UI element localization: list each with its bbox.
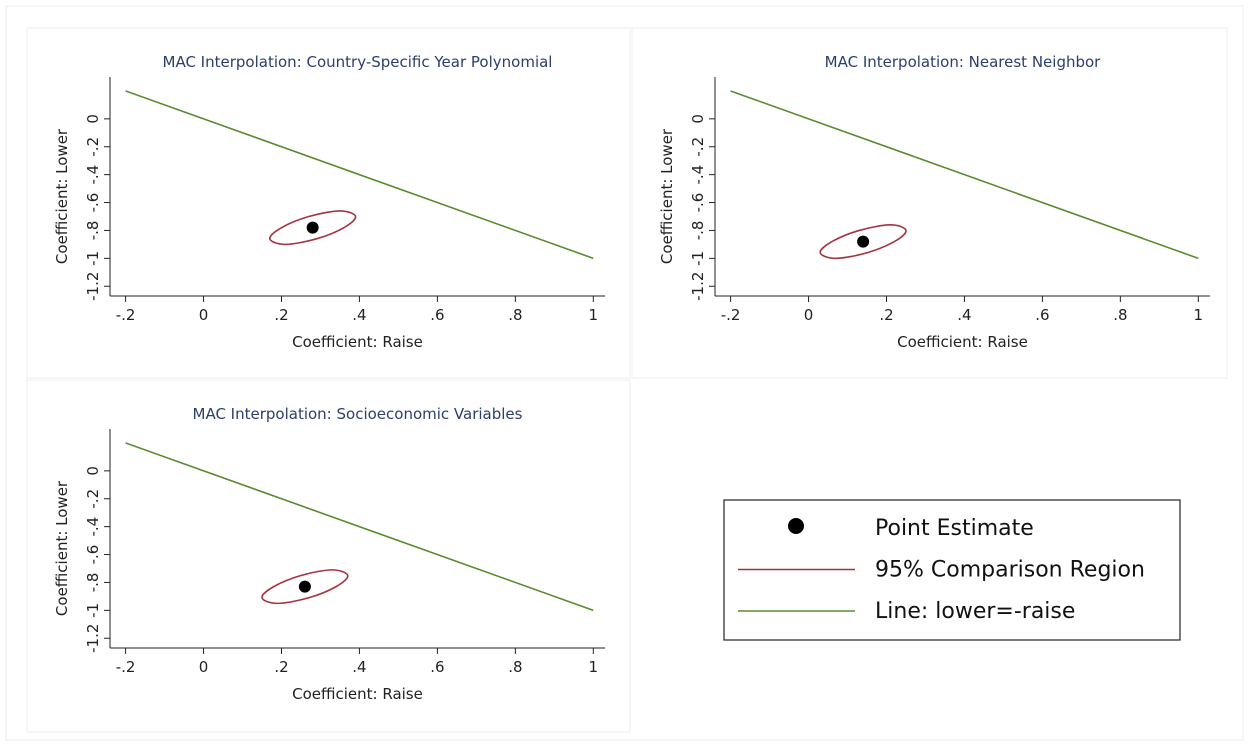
x-tick-label: .4 <box>957 306 971 324</box>
x-tick-label: 0 <box>804 306 814 324</box>
x-tick-label: .2 <box>274 306 288 324</box>
x-tick-label: -.2 <box>116 658 136 676</box>
y-tick-label: -.2 <box>689 137 707 157</box>
chart-title: MAC Interpolation: Socioeconomic Variabl… <box>193 405 523 423</box>
chart-title: MAC Interpolation: Nearest Neighbor <box>825 53 1102 71</box>
x-tick-label: .4 <box>352 658 366 676</box>
panel-frame <box>631 27 1228 379</box>
x-tick-label: .8 <box>508 658 522 676</box>
panel-frame <box>26 27 631 379</box>
x-tick-label: .6 <box>1035 306 1049 324</box>
x-tick-label: .2 <box>879 306 893 324</box>
x-tick-label: .4 <box>352 306 366 324</box>
y-tick-label: -.6 <box>689 193 707 213</box>
y-tick-label: -.4 <box>84 165 102 185</box>
x-axis-label: Coefficient: Raise <box>292 333 423 351</box>
point-estimate <box>857 235 870 248</box>
y-tick-label: -1 <box>689 251 707 266</box>
y-tick-label: -.6 <box>84 545 102 565</box>
y-tick-label: -1 <box>84 603 102 618</box>
reference-line <box>730 90 1199 260</box>
x-tick-label: 1 <box>589 658 599 676</box>
y-tick-label: 0 <box>689 114 707 124</box>
x-tick-label: .2 <box>274 658 288 676</box>
comparison-region <box>261 569 349 605</box>
legend-label: Point Estimate <box>875 516 1034 541</box>
y-tick-label: -.4 <box>689 165 707 185</box>
reference-line <box>125 442 594 612</box>
y-tick-label: 0 <box>84 114 102 124</box>
y-tick-label: -.8 <box>689 221 707 241</box>
y-tick-label: -.2 <box>84 137 102 157</box>
x-tick-label: 1 <box>1194 306 1204 324</box>
x-tick-label: .6 <box>430 306 444 324</box>
y-tick-label: -.4 <box>84 517 102 537</box>
y-tick-label: 0 <box>84 466 102 476</box>
x-axis-label: Coefficient: Raise <box>897 333 1028 351</box>
x-axis-label: Coefficient: Raise <box>292 685 423 703</box>
chart-title: MAC Interpolation: Country-Specific Year… <box>163 53 553 71</box>
point-estimate <box>298 580 311 593</box>
y-axis-label: Coefficient: Lower <box>53 480 71 616</box>
y-tick-label: -.2 <box>84 489 102 509</box>
x-tick-label: -.2 <box>721 306 741 324</box>
x-tick-label: -.2 <box>116 306 136 324</box>
y-tick-label: -.8 <box>84 221 102 241</box>
point-estimate <box>306 221 319 234</box>
legend-label: Line: lower=-raise <box>875 599 1075 624</box>
x-tick-label: 0 <box>199 658 209 676</box>
y-tick-label: -1 <box>84 251 102 266</box>
legend-label: 95% Comparison Region <box>875 558 1145 583</box>
y-tick-label: -1.2 <box>84 624 102 653</box>
y-tick-label: -.8 <box>84 573 102 593</box>
panel-frame <box>26 379 631 733</box>
x-tick-label: 0 <box>199 306 209 324</box>
x-tick-label: 1 <box>589 306 599 324</box>
x-tick-label: .8 <box>508 306 522 324</box>
comparison-region <box>269 210 357 246</box>
comparison-region <box>819 224 907 260</box>
y-tick-label: -1.2 <box>689 272 707 301</box>
y-tick-label: -1.2 <box>84 272 102 301</box>
x-tick-label: .6 <box>430 658 444 676</box>
y-tick-label: -.6 <box>84 193 102 213</box>
reference-line <box>125 90 594 260</box>
y-axis-label: Coefficient: Lower <box>53 128 71 264</box>
y-axis-label: Coefficient: Lower <box>658 128 676 264</box>
legend-marker <box>788 518 804 534</box>
x-tick-label: .8 <box>1113 306 1127 324</box>
